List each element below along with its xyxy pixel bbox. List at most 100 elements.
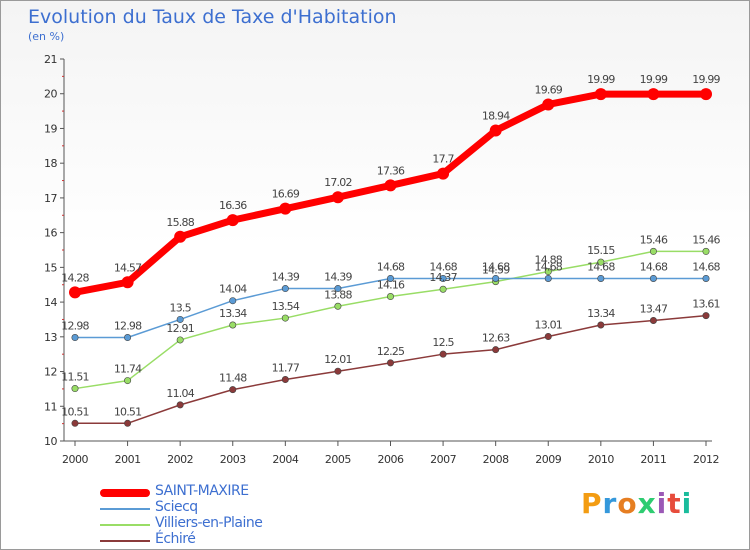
y-tick-label: 18 bbox=[44, 157, 57, 170]
legend-label: Sciecq bbox=[155, 499, 198, 515]
series-point bbox=[176, 336, 184, 344]
legend-swatch bbox=[100, 524, 150, 526]
data-label: 18.94 bbox=[482, 110, 510, 123]
legend-swatch bbox=[100, 489, 150, 497]
data-label: 13.54 bbox=[272, 300, 300, 313]
y-tick-label: 16 bbox=[44, 227, 57, 240]
data-label: 12.91 bbox=[166, 322, 194, 335]
y-tick-label: 20 bbox=[44, 88, 57, 101]
series-point bbox=[702, 247, 710, 255]
series-point bbox=[176, 401, 184, 409]
data-label: 13.5 bbox=[170, 301, 192, 314]
proxiti-logo: Proxiti bbox=[581, 487, 692, 520]
data-label: 19.99 bbox=[640, 73, 668, 86]
x-tick-label: 2001 bbox=[115, 453, 141, 466]
data-label: 13.61 bbox=[692, 298, 720, 311]
logo-letter: o bbox=[617, 487, 638, 520]
series-point bbox=[71, 385, 79, 393]
data-label: 11.04 bbox=[166, 387, 194, 400]
series-point bbox=[594, 88, 607, 101]
data-label: 14.16 bbox=[377, 279, 405, 292]
series-point bbox=[334, 285, 342, 293]
logo-letter: i bbox=[656, 487, 668, 520]
series-point bbox=[334, 367, 342, 375]
series-point bbox=[384, 179, 397, 192]
data-label: 10.51 bbox=[61, 405, 89, 418]
y-tick-label: 12 bbox=[44, 366, 57, 379]
series-point bbox=[71, 334, 79, 342]
series-point bbox=[334, 302, 342, 310]
series-point bbox=[176, 315, 184, 323]
series-point bbox=[439, 350, 447, 358]
logo-letter: P bbox=[581, 487, 603, 520]
data-label: 11.51 bbox=[61, 371, 89, 384]
x-tick-label: 2008 bbox=[483, 453, 509, 466]
logo-letter: r bbox=[602, 487, 618, 520]
x-tick-label: 2004 bbox=[272, 453, 298, 466]
data-label: 14.68 bbox=[587, 260, 615, 273]
series-point bbox=[544, 268, 552, 276]
data-label: 14.68 bbox=[377, 260, 405, 273]
data-label: 12.25 bbox=[377, 345, 405, 358]
y-tick-label: 14 bbox=[44, 296, 57, 309]
data-label: 12.63 bbox=[482, 332, 510, 345]
series-point bbox=[492, 346, 500, 354]
legend-swatch bbox=[100, 508, 150, 510]
data-label: 12.98 bbox=[114, 320, 142, 333]
chart-title: Evolution du Taux de Taxe d'Habitation bbox=[28, 6, 397, 28]
series-point bbox=[281, 314, 289, 322]
data-label: 19.69 bbox=[535, 83, 563, 96]
series-point bbox=[229, 297, 237, 305]
series-point bbox=[544, 332, 552, 340]
y-tick-label: 19 bbox=[44, 122, 57, 135]
data-label: 19.99 bbox=[587, 73, 615, 86]
y-tick-label: 10 bbox=[44, 435, 57, 448]
series-point bbox=[124, 334, 132, 342]
x-tick-label: 2006 bbox=[378, 453, 404, 466]
series-point bbox=[386, 293, 394, 301]
series-point bbox=[649, 316, 657, 324]
series-point bbox=[439, 274, 447, 282]
series-point bbox=[71, 419, 79, 427]
data-label: 17.36 bbox=[377, 164, 405, 177]
legend-swatch bbox=[100, 540, 150, 542]
x-tick-label: 2007 bbox=[430, 453, 456, 466]
series-point bbox=[702, 274, 710, 282]
series-point bbox=[544, 274, 552, 282]
data-label: 16.69 bbox=[272, 188, 300, 201]
series-point bbox=[331, 191, 344, 204]
series-point bbox=[439, 285, 447, 293]
data-label: 14.59 bbox=[482, 264, 510, 277]
series-point bbox=[649, 247, 657, 255]
series-point bbox=[229, 321, 237, 329]
legend-label: Villiers-en-Plaine bbox=[155, 515, 263, 531]
data-label: 14.04 bbox=[219, 283, 247, 296]
y-tick-label: 11 bbox=[44, 400, 57, 413]
series-point bbox=[386, 274, 394, 282]
data-label: 14.88 bbox=[535, 254, 563, 267]
series-point bbox=[489, 124, 502, 137]
data-label: 15.46 bbox=[640, 233, 668, 246]
data-label: 14.39 bbox=[272, 271, 300, 284]
series-point bbox=[597, 274, 605, 282]
data-label: 14.37 bbox=[429, 271, 457, 284]
data-label: 14.68 bbox=[482, 260, 510, 273]
data-label: 14.68 bbox=[640, 260, 668, 273]
series-point bbox=[597, 258, 605, 266]
x-tick-label: 2012 bbox=[693, 453, 719, 466]
series-point bbox=[279, 202, 292, 215]
series-point bbox=[437, 167, 450, 180]
series-point bbox=[647, 88, 660, 101]
data-label: 14.68 bbox=[429, 260, 457, 273]
data-label: 13.88 bbox=[324, 288, 352, 301]
x-tick-label: 2002 bbox=[167, 453, 193, 466]
data-label: 13.47 bbox=[640, 302, 668, 315]
data-label: 13.34 bbox=[219, 307, 247, 320]
data-label: 15.15 bbox=[587, 244, 615, 257]
legend-label: Échiré bbox=[155, 531, 196, 547]
data-label: 16.36 bbox=[219, 199, 247, 212]
y-tick-label: 17 bbox=[44, 192, 57, 205]
data-label: 13.34 bbox=[587, 307, 615, 320]
data-label: 14.28 bbox=[61, 271, 89, 284]
